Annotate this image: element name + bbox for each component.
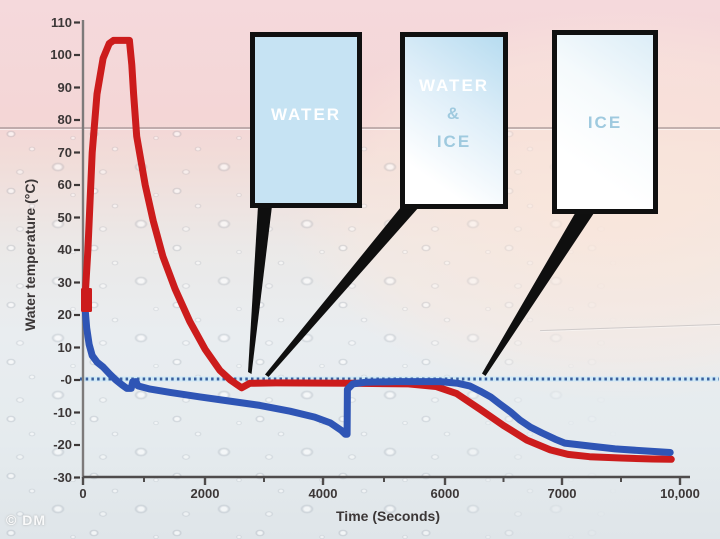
callout-label-ice: ICE [436, 132, 472, 151]
red-curve [81, 36, 675, 463]
callout-box-water-and-ice: WATER & ICE [400, 32, 508, 209]
y-tick-label-20: 20 [57, 307, 72, 322]
callout-box-ice: ICE [552, 30, 658, 214]
red-curve-start-marker [81, 288, 92, 312]
y-tick-label-30: 30 [57, 274, 72, 290]
dm-watermark: © DM [6, 512, 46, 528]
y-tick-label-50: 50 [57, 209, 72, 225]
callout-pointer-3 [482, 210, 596, 376]
y-tick-label-100: 100 [50, 47, 72, 62]
x-tick-label-0: 0 [79, 486, 87, 501]
y-tick-label-60: 60 [57, 177, 72, 192]
callout-box-ice-label: ICE [587, 112, 623, 132]
x-tick-label-6000: 6000 [430, 486, 460, 501]
x-axis-title: Time (Seconds) [336, 508, 440, 524]
y-tick-label--0: -0 [60, 372, 72, 387]
blue-curve [81, 301, 674, 456]
x-tick-label-7000: 7000 [547, 486, 577, 501]
y-tick-label-110: 110 [51, 14, 72, 30]
callout-box-water: WATER [250, 32, 362, 208]
y-tick-label-90: 90 [57, 79, 72, 95]
x-tick-label-2000: 2000 [190, 486, 220, 501]
y-tick-label--10: -10 [53, 404, 72, 420]
x-tick-label-4000: 4000 [308, 486, 338, 501]
callout-pointer-2 [265, 207, 419, 377]
y-tick-label-40: 40 [57, 242, 72, 257]
y-tick-label--30: -30 [53, 469, 72, 485]
y-tick-label-10: 10 [57, 339, 72, 355]
callout-label-water: WATER [418, 76, 490, 95]
y-tick-label-70: 70 [57, 144, 72, 160]
y-tick-label--20: -20 [53, 437, 72, 452]
callout-pointer-1 [248, 206, 272, 374]
callout-box-water-label: WATER [270, 104, 342, 124]
x-tick-label-10,000: 10,000 [660, 486, 700, 501]
y-tick-label-80: 80 [57, 112, 72, 127]
callout-box-water-and-ice-labels: WATER & ICE [419, 76, 489, 151]
y-axis-title: Water temperature (°C) [22, 178, 38, 332]
callout-label-ampersand: & [446, 104, 462, 123]
